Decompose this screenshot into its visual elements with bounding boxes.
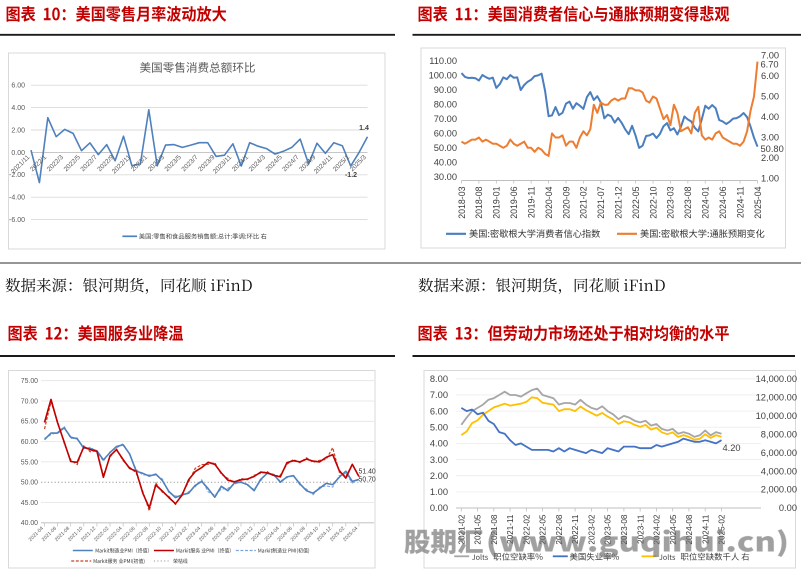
svg-text:2024-06: 2024-06: [718, 186, 728, 218]
svg-text:5.00: 5.00: [761, 92, 779, 102]
svg-text:-4.00: -4.00: [9, 195, 25, 202]
svg-text:6.70: 6.70: [761, 60, 779, 70]
svg-text:2023-03: 2023-03: [666, 186, 676, 218]
svg-text:3.00: 3.00: [761, 133, 779, 143]
svg-text:60.00: 60.00: [21, 439, 38, 446]
svg-text:50.00: 50.00: [434, 143, 457, 153]
svg-text:2024-01: 2024-01: [701, 186, 711, 218]
svg-text:0.00: 0.00: [11, 150, 25, 157]
svg-text:1.4: 1.4: [359, 125, 369, 132]
svg-text:2018-08: 2018-08: [474, 186, 484, 218]
svg-text:2022-02: 2022-02: [522, 514, 531, 544]
svg-text:0.00: 0.00: [430, 503, 448, 513]
svg-text:3.00: 3.00: [430, 455, 448, 465]
svg-text:50.80: 50.80: [761, 144, 784, 154]
svg-text:6.00: 6.00: [430, 406, 448, 416]
svg-text:2023-08: 2023-08: [683, 186, 693, 218]
svg-text:2024-11: 2024-11: [735, 186, 745, 218]
svg-text:2022-11: 2022-11: [571, 514, 580, 544]
svg-text:6.00: 6.00: [761, 71, 779, 81]
svg-text:2.00: 2.00: [11, 127, 25, 134]
svg-text:2021-05: 2021-05: [474, 514, 483, 544]
svg-text:2023-05: 2023-05: [604, 514, 613, 544]
svg-text:40.00: 40.00: [21, 520, 38, 527]
svg-text:4.00: 4.00: [11, 105, 25, 112]
svg-text:6.00: 6.00: [11, 83, 25, 90]
svg-text:0.00: 0.00: [779, 503, 797, 513]
svg-text:2022-05: 2022-05: [631, 186, 641, 218]
svg-text:2,000.00: 2,000.00: [761, 485, 797, 495]
svg-text:10,000.00: 10,000.00: [756, 411, 797, 421]
svg-text:2022-08: 2022-08: [555, 514, 564, 544]
svg-text:-6.00: -6.00: [9, 217, 25, 224]
svg-text:100.00: 100.00: [429, 70, 457, 80]
svg-text:2025-02: 2025-02: [718, 514, 727, 544]
svg-text:1.00: 1.00: [430, 487, 448, 497]
svg-text:2.00: 2.00: [430, 471, 448, 481]
svg-text:4.00: 4.00: [430, 439, 448, 449]
svg-text:2023-08: 2023-08: [620, 514, 629, 544]
svg-text:51.40: 51.40: [359, 469, 376, 476]
svg-text:75.00: 75.00: [21, 378, 38, 385]
svg-text:2022-10: 2022-10: [648, 186, 658, 218]
svg-text:2019-11: 2019-11: [526, 186, 536, 218]
svg-text:8,000.00: 8,000.00: [761, 429, 797, 439]
svg-text:4,000.00: 4,000.00: [761, 466, 797, 476]
svg-text:2020-04: 2020-04: [544, 186, 554, 218]
svg-text:2021-12: 2021-12: [614, 186, 624, 218]
svg-text:2021-02: 2021-02: [457, 514, 466, 544]
svg-text:40.00: 40.00: [434, 158, 457, 168]
svg-text:70.00: 70.00: [434, 114, 457, 124]
svg-text:2021-08: 2021-08: [490, 514, 499, 544]
svg-text:8.00: 8.00: [430, 374, 448, 384]
svg-text:65.00: 65.00: [21, 419, 38, 426]
svg-text:60.00: 60.00: [434, 129, 457, 139]
svg-text:14,000.00: 14,000.00: [756, 374, 797, 384]
svg-text:2023-11: 2023-11: [636, 514, 645, 544]
svg-text:50.70: 50.70: [359, 477, 376, 484]
svg-text:2021-11: 2021-11: [506, 514, 515, 544]
svg-text:2024-08: 2024-08: [685, 514, 694, 544]
svg-text:110.00: 110.00: [429, 56, 457, 66]
svg-text:2019-06: 2019-06: [509, 186, 519, 218]
svg-text:12,000.00: 12,000.00: [756, 392, 797, 402]
svg-text:2024-02: 2024-02: [653, 514, 662, 544]
svg-text:90.00: 90.00: [434, 85, 457, 95]
svg-text:30.00: 30.00: [434, 172, 457, 182]
svg-text:-2.00: -2.00: [9, 172, 25, 179]
svg-text:2024-05: 2024-05: [669, 514, 678, 544]
svg-text:2021-07: 2021-07: [596, 186, 606, 218]
svg-text:2022-05: 2022-05: [539, 514, 548, 544]
svg-text:50.00: 50.00: [21, 480, 38, 487]
svg-text:45.00: 45.00: [21, 500, 38, 507]
svg-text:70.00: 70.00: [21, 398, 38, 405]
svg-text:6,000.00: 6,000.00: [761, 448, 797, 458]
svg-text:7.00: 7.00: [430, 390, 448, 400]
svg-text:55.00: 55.00: [21, 459, 38, 466]
svg-text:2025-04: 2025-04: [753, 186, 763, 218]
svg-text:2019-01: 2019-01: [492, 186, 502, 218]
svg-text:4.20: 4.20: [723, 443, 741, 453]
svg-text:7.00: 7.00: [761, 51, 779, 61]
svg-text:2024-11: 2024-11: [701, 514, 710, 544]
svg-text:2021-02: 2021-02: [579, 186, 589, 218]
svg-text:4.00: 4.00: [761, 112, 779, 122]
svg-text:2023-02: 2023-02: [587, 514, 596, 544]
svg-text:2.00: 2.00: [761, 153, 779, 163]
svg-text:80.00: 80.00: [434, 99, 457, 109]
svg-text:2018-03: 2018-03: [457, 186, 467, 218]
svg-text:5.00: 5.00: [430, 422, 448, 432]
svg-text:2020-09: 2020-09: [561, 186, 571, 218]
svg-text:1.00: 1.00: [761, 174, 779, 184]
svg-text:-1.2: -1.2: [345, 172, 357, 179]
